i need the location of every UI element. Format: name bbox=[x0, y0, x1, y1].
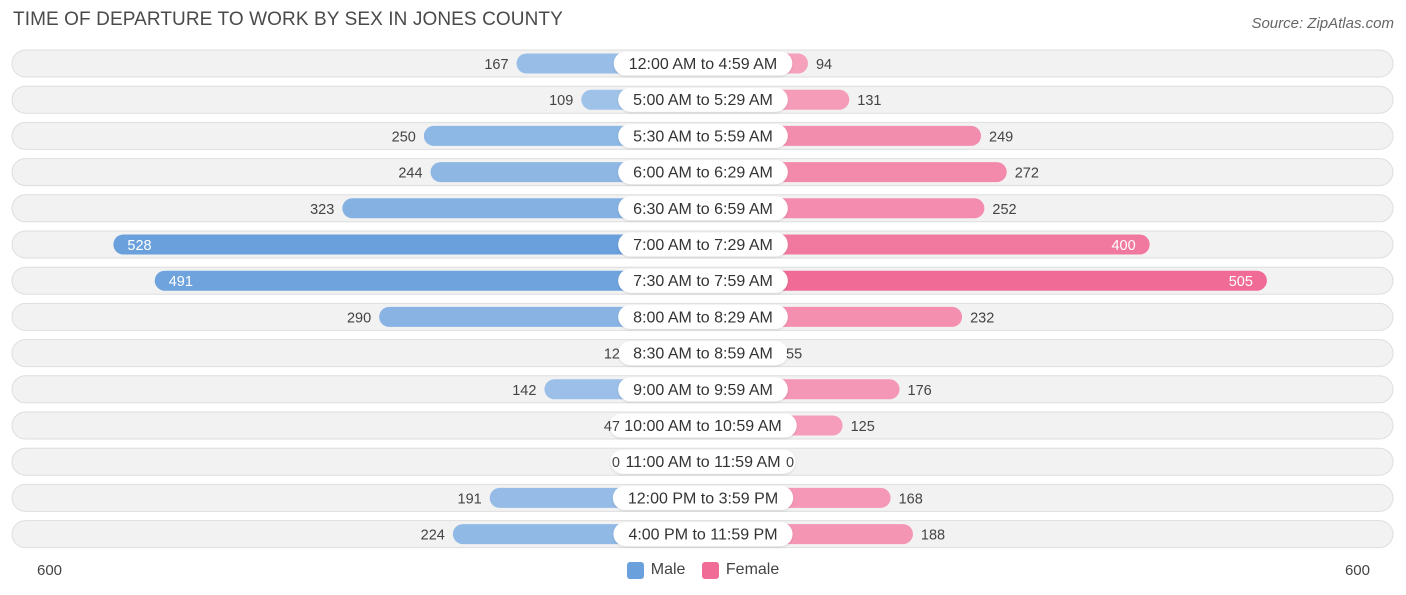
value-label-male: 12 bbox=[604, 347, 620, 363]
legend-label-male: Male bbox=[650, 561, 686, 578]
category-label: 4:00 PM to 11:59 PM bbox=[628, 527, 777, 544]
source-label: Source: ZipAtlas.com bbox=[1251, 15, 1394, 32]
bar-female bbox=[693, 270, 1267, 291]
category-pill bbox=[618, 341, 788, 366]
legend-item-female: Female bbox=[701, 561, 780, 579]
category-pill bbox=[618, 123, 788, 148]
legend-item-male: Male bbox=[626, 561, 686, 579]
value-label-female: 0 bbox=[786, 455, 794, 471]
category-label: 9:00 AM to 9:59 AM bbox=[633, 382, 773, 399]
category-pill bbox=[609, 413, 797, 438]
value-label-female: 125 bbox=[851, 419, 875, 435]
category-label: 8:00 AM to 8:29 AM bbox=[633, 309, 773, 326]
value-label-female: 94 bbox=[816, 57, 832, 73]
category-pill bbox=[618, 268, 788, 293]
category-label: 7:00 AM to 7:29 AM bbox=[633, 237, 773, 254]
value-label-male: 323 bbox=[310, 202, 334, 218]
value-label-male: 250 bbox=[392, 129, 416, 145]
axis-left-label: 600 bbox=[37, 562, 63, 579]
value-label-male: 244 bbox=[398, 166, 422, 182]
value-label-female: 252 bbox=[992, 202, 1016, 218]
category-pill bbox=[610, 449, 796, 474]
chart-area: 12:00 AM to 4:59 AM 167 94 5:00 AM to 5:29 … bbox=[11, 49, 1394, 549]
category-label: 12:00 AM to 4:59 AM bbox=[629, 56, 778, 73]
value-label-female: 188 bbox=[921, 528, 945, 544]
value-label-female: 176 bbox=[908, 383, 932, 399]
category-label: 6:00 AM to 6:29 AM bbox=[633, 165, 773, 182]
category-pill bbox=[613, 522, 793, 547]
value-label-female: 131 bbox=[857, 93, 881, 109]
category-pill bbox=[618, 377, 788, 402]
axis-right-label: 600 bbox=[1344, 562, 1370, 579]
category-pill bbox=[618, 87, 788, 112]
value-label-female: 505 bbox=[1229, 274, 1253, 290]
category-pill bbox=[618, 232, 788, 257]
value-label-female: 55 bbox=[786, 347, 802, 363]
category-label: 12:00 PM to 3:59 PM bbox=[628, 490, 778, 507]
value-label-female: 249 bbox=[989, 129, 1013, 145]
category-label: 7:30 AM to 7:59 AM bbox=[633, 273, 773, 290]
value-label-male: 167 bbox=[484, 57, 508, 73]
category-label: 6:30 AM to 6:59 AM bbox=[633, 201, 773, 218]
category-pill bbox=[612, 485, 794, 510]
bar-female bbox=[693, 234, 1150, 255]
value-label-female: 400 bbox=[1111, 238, 1135, 254]
value-label-male: 191 bbox=[458, 491, 482, 507]
category-label: 5:00 AM to 5:29 AM bbox=[633, 92, 773, 109]
category-label: 10:00 AM to 10:59 AM bbox=[624, 418, 781, 435]
category-pill bbox=[613, 51, 793, 76]
category-label: 5:30 AM to 5:59 AM bbox=[633, 128, 773, 145]
value-label-male: 528 bbox=[127, 238, 151, 254]
value-label-male: 47 bbox=[604, 419, 620, 435]
value-label-male: 109 bbox=[549, 93, 573, 109]
value-label-male: 290 bbox=[347, 310, 371, 326]
bar-male bbox=[113, 234, 713, 255]
legend-label-female: Female bbox=[725, 561, 780, 578]
value-label-male: 0 bbox=[612, 455, 620, 471]
category-label: 8:30 AM to 8:59 AM bbox=[633, 346, 773, 363]
category-label: 11:00 AM to 11:59 AM bbox=[625, 454, 780, 471]
category-pill bbox=[618, 196, 788, 221]
legend-swatch-male bbox=[626, 561, 644, 579]
category-pill bbox=[618, 304, 788, 329]
legend: Male Female bbox=[0, 561, 1406, 584]
value-label-female: 272 bbox=[1015, 166, 1039, 182]
chart-title: TIME OF DEPARTURE TO WORK BY SEX IN JONE… bbox=[13, 9, 563, 30]
legend-swatch-female bbox=[701, 561, 719, 579]
bar-male bbox=[154, 270, 713, 291]
category-pill bbox=[618, 160, 788, 185]
value-label-female: 232 bbox=[970, 310, 994, 326]
value-label-female: 168 bbox=[899, 491, 923, 507]
value-label-male: 224 bbox=[421, 528, 445, 544]
value-label-male: 142 bbox=[512, 383, 536, 399]
value-label-male: 491 bbox=[169, 274, 193, 290]
